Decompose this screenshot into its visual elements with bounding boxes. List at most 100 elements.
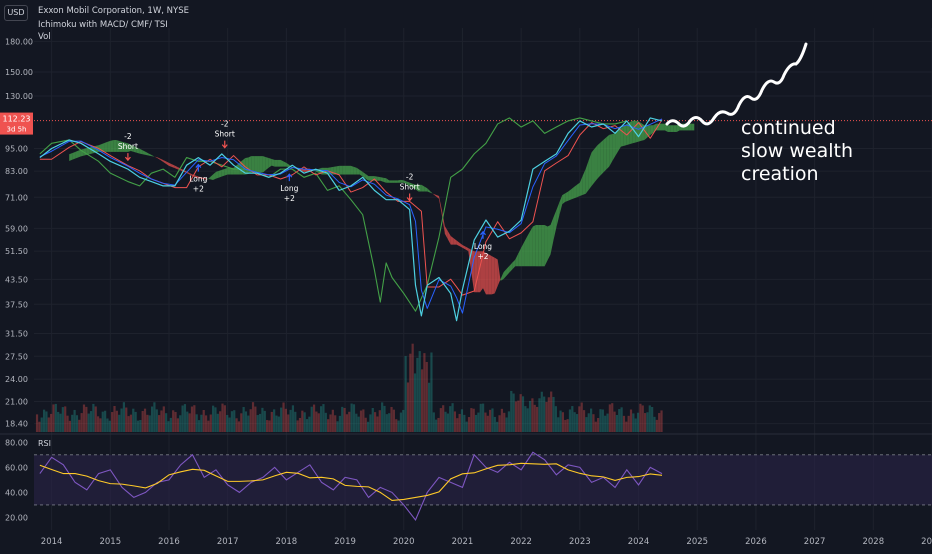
bar-countdown: 3d 5h: [6, 126, 26, 134]
volume-bar: [543, 396, 546, 432]
volume-bar: [432, 412, 435, 432]
annotation-text: continued slow wealth creation: [741, 117, 911, 186]
volume-bar: [641, 405, 644, 432]
kumo-segment: [635, 120, 639, 143]
volume-bar: [115, 410, 118, 432]
volume-bar: [566, 419, 569, 432]
volume-bar: [453, 411, 457, 432]
volume-bar: [589, 408, 593, 432]
volume-bar: [136, 420, 140, 432]
y-tick-label: 43.50: [5, 275, 28, 284]
volume-bar: [402, 409, 405, 432]
lagging-span-line: [39, 117, 627, 312]
kumo-segment: [532, 225, 536, 267]
volume-bar: [648, 405, 651, 432]
volume-bar: [390, 406, 393, 432]
currency-badge[interactable]: USD: [4, 5, 28, 21]
kumo-segment: [72, 151, 76, 160]
signal-value-label: +2: [284, 194, 295, 203]
kumo-segment: [227, 167, 231, 175]
volume-bar: [291, 405, 295, 432]
kumo-segment: [515, 253, 519, 267]
volume-bar: [374, 412, 377, 432]
volume-bar: [289, 409, 292, 432]
kumo-segment: [535, 225, 539, 267]
volume-bar: [442, 405, 445, 432]
volume-bar: [96, 416, 100, 432]
volume-bar: [528, 400, 532, 432]
kumo-segment: [509, 262, 513, 273]
volume-bar: [658, 413, 661, 432]
volume-bar: [444, 411, 447, 432]
volume-bar: [425, 361, 428, 432]
rsi-line: [39, 451, 663, 522]
x-tick-label: 2017: [217, 537, 239, 547]
volume-bar: [517, 400, 520, 432]
last-price-badge-bg: [0, 112, 33, 135]
x-tick-label: 2016: [158, 537, 180, 547]
kumo-segment: [119, 140, 123, 152]
volume-bar: [277, 416, 280, 432]
rsi-pane: RSI: [0, 433, 932, 522]
volume-bar: [247, 415, 250, 432]
volume-bar: [599, 409, 602, 432]
kumo-segment: [242, 158, 246, 175]
volume-bar: [317, 413, 320, 432]
kumo-segment: [151, 154, 155, 157]
kumo-segment: [603, 137, 607, 173]
volume-bar: [54, 403, 57, 432]
volume-bar: [632, 413, 635, 432]
volume-bar: [435, 419, 438, 432]
symbol-title[interactable]: Exxon Mobil Corporation, 1W, NYSE: [38, 6, 189, 16]
kumo-segment: [559, 195, 563, 216]
close-price-line: [39, 117, 663, 322]
kumo-segment: [171, 164, 175, 169]
kumo-segment: [262, 156, 266, 173]
y-tick-label: 130.00: [5, 92, 33, 101]
volume-bar: [352, 404, 356, 432]
volume-bar: [625, 421, 628, 432]
sell-arrow-icon: [406, 193, 413, 202]
volume-legend[interactable]: Vol: [38, 32, 51, 42]
volume-bar: [418, 351, 421, 432]
kumo-segment: [218, 169, 222, 178]
kumo-segment: [392, 180, 395, 183]
volume-bar: [226, 414, 229, 432]
kumo-segment: [221, 168, 225, 177]
kumo-segment: [345, 165, 349, 175]
kumo-segment: [547, 225, 551, 261]
kumo-segment: [529, 226, 533, 267]
kumo-segment: [459, 242, 463, 248]
kumo-segment: [201, 177, 205, 180]
volume-bar: [362, 409, 365, 432]
indicator-legend[interactable]: Ichimoku with MACD/ CMF/ TSI: [38, 20, 168, 30]
signal-name-label: Short: [215, 130, 235, 139]
volume-bar: [303, 412, 306, 432]
kumo-segment: [107, 140, 111, 152]
kumo-segment: [430, 191, 434, 194]
volume-bar: [216, 413, 219, 432]
volume-bar: [101, 411, 104, 432]
volume-bar: [235, 418, 238, 432]
volume-bar: [331, 409, 334, 432]
kumo-segment: [254, 156, 258, 173]
kumo-segment: [664, 123, 668, 132]
volume-bar: [573, 412, 576, 432]
volume-bar: [378, 410, 381, 432]
last-price-badge: 112.23 3d 5h: [0, 112, 33, 135]
y-tick-label: 27.50: [5, 352, 28, 361]
kumo-segment: [113, 139, 117, 152]
volume-bar: [320, 406, 323, 432]
volume-bar: [197, 420, 201, 432]
y-tick-label: 95.00: [5, 145, 28, 154]
volume-bar: [451, 403, 454, 432]
volume-bar: [385, 414, 388, 432]
volume-bar: [477, 412, 480, 432]
volume-bar: [209, 414, 212, 432]
volume-bar: [467, 417, 471, 432]
volume-bar: [148, 415, 151, 432]
kumo-segment: [403, 180, 407, 185]
kumo-segment: [213, 171, 216, 180]
